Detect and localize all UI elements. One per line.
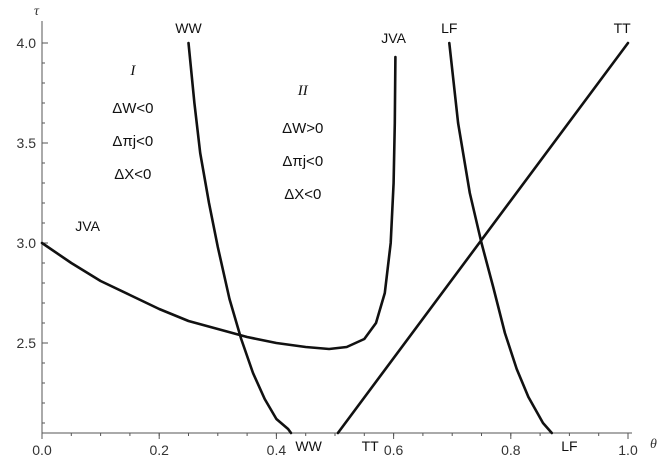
region-name: I [129, 63, 136, 79]
curve-lf [448, 41, 554, 435]
axes: 0.0 0.2 0.4 0.6 0.8 1.0 2.5 3.0 3.5 4.0 θ τ [17, 4, 657, 458]
x-tick-label: 0.4 [267, 442, 287, 458]
region-condition: Δπj<0 [112, 133, 153, 150]
x-tick-label: 0.0 [32, 442, 52, 458]
region-i: I ΔW<0 Δπj<0 ΔX<0 [112, 63, 153, 183]
x-tick-label: 0.6 [384, 442, 404, 458]
curve-label-lf: LF [561, 438, 577, 454]
curve-label-tt: TT [614, 20, 632, 36]
x-tick-label: 0.2 [149, 442, 169, 458]
curve-label-ww: WW [175, 20, 202, 36]
region-ii: II ΔW>0 Δπj<0 ΔX<0 [282, 83, 323, 203]
curve-tt [336, 41, 630, 435]
y-tick-label: 3.5 [17, 135, 37, 151]
x-ticks: 0.0 0.2 0.4 0.6 0.8 1.0 [32, 433, 638, 458]
y-ticks: 2.5 3.0 3.5 4.0 [17, 35, 48, 424]
x-tick-label: 0.8 [501, 442, 521, 458]
region-condition: ΔW<0 [112, 100, 153, 117]
region-name: II [297, 83, 309, 99]
curves [40, 41, 630, 435]
x-tick-label: 1.0 [618, 442, 638, 458]
curve-ww [187, 41, 293, 435]
region-condition: Δπj<0 [282, 153, 323, 170]
y-tick-label: 4.0 [17, 35, 37, 51]
x-axis-title: θ [650, 437, 657, 452]
curve-jva [40, 55, 397, 351]
curve-label-jva: JVA [75, 218, 100, 234]
y-tick-label: 3.0 [17, 235, 37, 251]
region-annotations: I ΔW<0 Δπj<0 ΔX<0 II ΔW>0 Δπj<0 ΔX<0 [112, 63, 323, 203]
region-condition: ΔW>0 [282, 120, 323, 137]
curve-label-ww: WW [295, 438, 322, 454]
y-tick-label: 2.5 [17, 335, 37, 351]
curve-label-tt: TT [362, 438, 380, 454]
curve-labels: WW JVA LF TT JVA WW TT LF [75, 20, 631, 454]
region-condition: ΔX<0 [114, 166, 151, 183]
region-condition: ΔX<0 [284, 186, 321, 203]
curve-label-jva: JVA [381, 30, 406, 46]
curve-label-lf: LF [441, 20, 457, 36]
y-axis-title: τ [34, 4, 40, 19]
